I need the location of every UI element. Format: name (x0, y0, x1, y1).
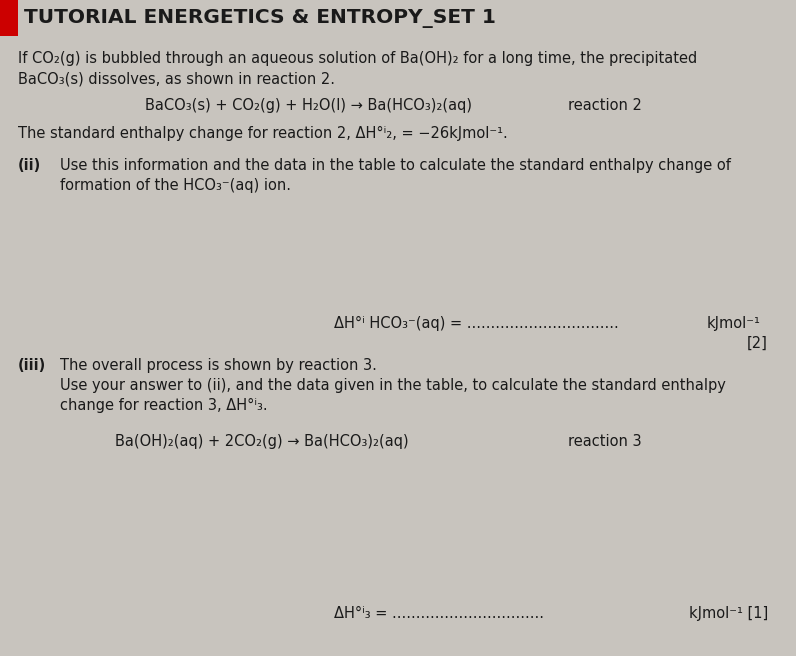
Text: ΔH°ⁱ HCO₃⁻(aq) = ................................: ΔH°ⁱ HCO₃⁻(aq) = .......................… (334, 316, 618, 331)
Text: (iii): (iii) (18, 358, 46, 373)
Text: TUTORIAL ENERGETICS & ENTROPY_SET 1: TUTORIAL ENERGETICS & ENTROPY_SET 1 (24, 9, 496, 28)
Text: [2]: [2] (747, 336, 768, 351)
Text: If CO₂(g) is bubbled through an aqueous solution of Ba(OH)₂ for a long time, the: If CO₂(g) is bubbled through an aqueous … (18, 51, 697, 66)
Text: reaction 2: reaction 2 (568, 98, 642, 113)
Text: (ii): (ii) (18, 158, 41, 173)
Text: BaCO₃(s) + CO₂(g) + H₂O(l) → Ba(HCO₃)₂(aq): BaCO₃(s) + CO₂(g) + H₂O(l) → Ba(HCO₃)₂(a… (145, 98, 472, 113)
Text: ΔH°ⁱ₃ = ................................: ΔH°ⁱ₃ = ................................ (334, 606, 544, 621)
Text: kJmol⁻¹ [1]: kJmol⁻¹ [1] (689, 606, 768, 621)
Text: formation of the HCO₃⁻(aq) ion.: formation of the HCO₃⁻(aq) ion. (60, 178, 291, 193)
Text: Use your answer to (ii), and the data given in the table, to calculate the stand: Use your answer to (ii), and the data gi… (60, 378, 726, 393)
Text: change for reaction 3, ΔH°ⁱ₃.: change for reaction 3, ΔH°ⁱ₃. (60, 398, 267, 413)
Text: kJmol⁻¹: kJmol⁻¹ (706, 316, 760, 331)
Text: Use this information and the data in the table to calculate the standard enthalp: Use this information and the data in the… (60, 158, 731, 173)
Text: BaCO₃(s) dissolves, as shown in reaction 2.: BaCO₃(s) dissolves, as shown in reaction… (18, 71, 335, 86)
Bar (0, 0, 18, 36)
Text: reaction 3: reaction 3 (568, 434, 642, 449)
Text: The overall process is shown by reaction 3.: The overall process is shown by reaction… (60, 358, 377, 373)
Text: Ba(OH)₂(aq) + 2CO₂(g) → Ba(HCO₃)₂(aq): Ba(OH)₂(aq) + 2CO₂(g) → Ba(HCO₃)₂(aq) (115, 434, 408, 449)
Text: The standard enthalpy change for reaction 2, ΔH°ⁱ₂, = −26kJmol⁻¹.: The standard enthalpy change for reactio… (18, 126, 508, 141)
